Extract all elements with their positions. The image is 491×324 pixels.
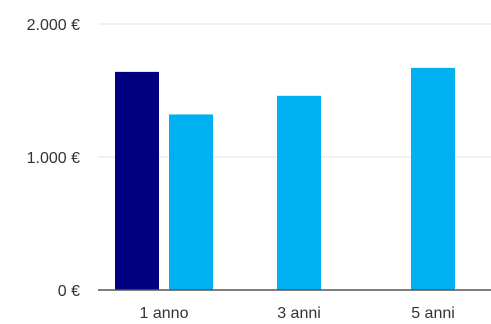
y-tick-label: 1.000 € (27, 150, 80, 167)
bar-series-2-3-anni (277, 95, 321, 290)
label-layer: 0 € 1.000 € 2.000 € 1 anno 3 anni 5 anni (27, 17, 455, 322)
bar-series-2-1-anno (169, 114, 213, 290)
y-tick-label: 0 € (58, 283, 80, 300)
bar-series-2-5-anni (411, 67, 455, 290)
bar-layer (115, 67, 455, 290)
y-tick-label: 2.000 € (27, 17, 80, 34)
x-tick-label: 5 anni (411, 305, 455, 322)
x-tick-label: 3 anni (277, 305, 321, 322)
bar-series-1-1-anno (115, 71, 159, 290)
x-tick-label: 1 anno (140, 305, 189, 322)
